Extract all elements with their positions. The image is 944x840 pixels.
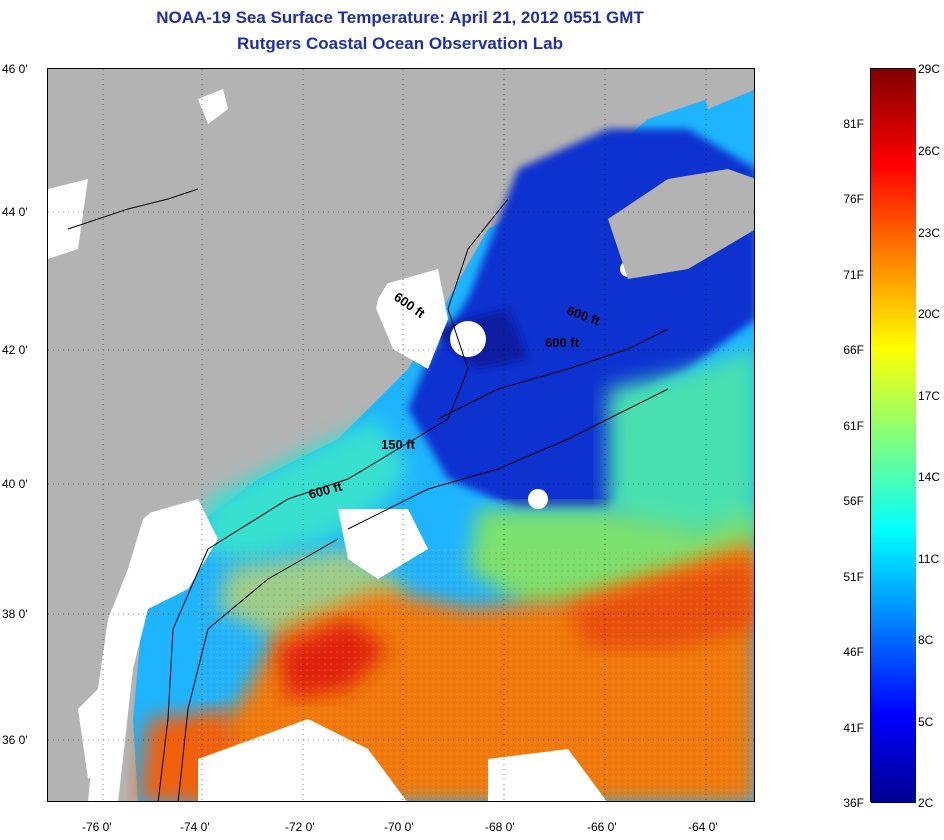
colorbar-f-label: 81F [843, 117, 864, 131]
temperature-colorbar [870, 68, 916, 803]
depth-contours [67, 188, 669, 801]
colorbar-c-label: 5C [918, 715, 934, 729]
lat-label-42: 42 0' [2, 343, 28, 357]
colorbar-f-label: 51F [843, 570, 864, 584]
colorbar-c-label: 14C [918, 470, 941, 484]
map-title: NOAA-19 Sea Surface Temperature: April 2… [156, 8, 644, 27]
colorbar-f-label: 41F [843, 721, 864, 735]
colorbar-c-label: 20C [918, 307, 941, 321]
lon-label-66: -66 0' [587, 820, 617, 834]
colorbar-c-label: 29C [918, 62, 941, 76]
lat-label-46: 46 0' [2, 62, 28, 76]
lat-label-36: 36 0' [2, 733, 28, 747]
lon-label-76: -76 0' [82, 820, 112, 834]
inland-water [48, 89, 228, 779]
colorbar-f-label: 66F [843, 343, 864, 357]
colorbar-f-label: 61F [843, 419, 864, 433]
colorbar-gradient [871, 69, 916, 803]
colorbar-c-label: 11C [918, 552, 940, 566]
colorbar-f-label: 56F [843, 494, 864, 508]
lon-label-64: -64 0' [688, 820, 718, 834]
colorbar-c-label: 26C [918, 144, 941, 158]
map-subtitle: Rutgers Coastal Ocean Observation Lab [237, 34, 563, 53]
lat-label-40: 40 0' [2, 477, 28, 491]
lon-label-70: -70 0' [384, 820, 414, 834]
coastline-land [48, 69, 754, 801]
colorbar-f-label: 76F [843, 192, 864, 206]
colorbar-f-label: 36F [843, 796, 864, 810]
lon-label-68: -68 0' [485, 820, 515, 834]
sst-map: 600 ft 600 ft 600 ft 150 ft 600 ft [47, 68, 755, 802]
colorbar-f-label: 71F [843, 268, 864, 282]
lon-label-74: -74 0' [180, 820, 210, 834]
graticule [48, 69, 754, 801]
lon-label-72: -72 0' [285, 820, 315, 834]
colorbar-f-label: 46F [843, 645, 864, 659]
lat-label-44: 44 0' [2, 205, 28, 219]
depth-label: 150 ft [381, 437, 416, 452]
colorbar-c-label: 2C [918, 796, 934, 810]
sst-map-graphic: 600 ft 600 ft 600 ft 150 ft 600 ft [48, 69, 754, 801]
colorbar-c-label: 8C [918, 633, 934, 647]
colorbar-c-label: 23C [918, 226, 941, 240]
lat-label-38: 38 0' [2, 607, 28, 621]
depth-label: 600 ft [545, 335, 580, 350]
colorbar-c-label: 17C [918, 389, 941, 403]
